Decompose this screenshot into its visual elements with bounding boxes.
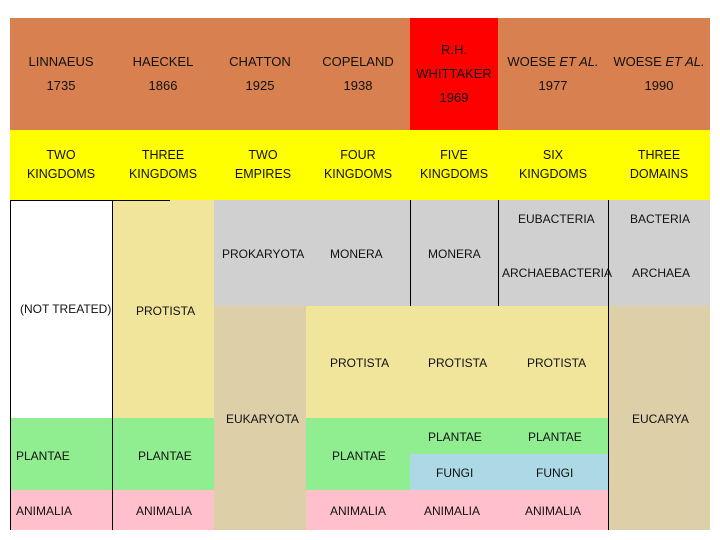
header-name: WOESE ET AL.	[613, 54, 705, 69]
header-year: 1925	[245, 78, 275, 93]
header-whittaker: R.H. WHITTAKER 1969	[410, 18, 498, 130]
kingdoms-whittaker: FIVE KINGDOMS	[419, 147, 489, 181]
label-woese77-protista: PROTISTA	[527, 356, 587, 370]
fungi-band	[410, 454, 608, 490]
whittaker-monera-region	[410, 200, 498, 306]
header-year: 1977	[538, 78, 568, 93]
label-whittaker-animalia: ANIMALIA	[424, 504, 481, 518]
label-linnaeus-plantae: PLANTAE	[16, 449, 70, 463]
label-copeland-animalia: ANIMALIA	[330, 504, 387, 518]
divider	[498, 200, 499, 306]
header-year: 1866	[148, 78, 178, 93]
haeckel-protista-band	[112, 200, 214, 418]
label-copeland-protista: PROTISTA	[330, 356, 390, 370]
label-haeckel-plantae: PLANTAE	[138, 449, 192, 463]
header-name: WOESE ET AL.	[507, 54, 599, 69]
header-name: HAECKEL	[132, 54, 194, 69]
divider	[410, 200, 411, 306]
label-whittaker-monera: MONERA	[428, 247, 481, 261]
kingdoms-linnaeus: TWO KINGDOMS	[26, 147, 96, 181]
animalia-band-right	[306, 490, 608, 530]
kingdoms-copeland: FOUR KINGDOMS	[323, 147, 393, 181]
kingdoms-chatton: TWO EMPIRES	[234, 147, 292, 181]
label-haeckel-protista: PROTISTA	[136, 304, 196, 318]
chatton-eukaryota-region	[214, 306, 306, 530]
label-copeland-plantae: PLANTAE	[332, 449, 386, 463]
plantae-band-right	[306, 418, 608, 454]
header-name: LINNAEUS	[28, 54, 94, 69]
label-haeckel-animalia: ANIMALIA	[136, 504, 193, 518]
label-eubacteria: EUBACTERIA	[518, 212, 595, 226]
label-prokaryota: PROKARYOTA	[222, 247, 305, 261]
header-name: COPELAND	[322, 54, 394, 69]
prokaryota-region	[214, 200, 410, 306]
woese90-bacteria-region	[608, 200, 710, 306]
header-year: 1938	[343, 78, 373, 93]
label-woese77-plantae: PLANTAE	[528, 430, 582, 444]
header-linnaeus: LINNAEUS 1735	[10, 18, 112, 130]
label-archaebacteria: ARCHAEBACTERIA	[502, 266, 613, 280]
divider	[10, 200, 11, 530]
header-year: 1735	[46, 78, 76, 93]
header-haeckel: HAECKEL 1866	[112, 18, 214, 130]
header-copeland: COPELAND 1938	[306, 18, 410, 130]
header-name: CHATTON	[229, 54, 291, 69]
woese90-eucarya-region	[608, 306, 710, 530]
header-chatton: CHATTON 1925	[214, 18, 306, 130]
header-name-line2: WHITTAKER	[416, 66, 492, 81]
copeland-plantae-extension	[306, 454, 410, 490]
woese77-bacteria-region	[498, 200, 608, 306]
label-linnaeus-animalia: ANIMALIA	[16, 504, 73, 518]
label-woese77-fungi: FUNGI	[536, 466, 574, 480]
label-eukaryota: EUKARYOTA	[226, 412, 299, 426]
divider	[112, 200, 113, 530]
label-woese77-animalia: ANIMALIA	[525, 504, 582, 518]
label-bacteria: BACTERIA	[630, 212, 691, 226]
header-woese-1990: WOESE ET AL. 1990	[608, 18, 710, 130]
protista-region	[306, 306, 608, 418]
kingdoms-row	[10, 130, 710, 200]
label-archaea: ARCHAEA	[632, 266, 691, 280]
label-whittaker-fungi: FUNGI	[436, 466, 474, 480]
divider	[10, 200, 170, 201]
label-eucarya: EUCARYA	[632, 412, 689, 426]
header-year: 1969	[439, 90, 469, 105]
header-year: 1990	[644, 78, 674, 93]
divider	[608, 200, 609, 530]
label-copeland-monera: MONERA	[330, 247, 383, 261]
label-whittaker-plantae: PLANTAE	[428, 430, 482, 444]
kingdoms-haeckel: THREE KINGDOMS	[128, 147, 198, 181]
header-name-line1: R.H.	[441, 42, 467, 57]
kingdoms-woese-1977: SIX KINGDOMS	[518, 147, 588, 181]
header-woese-1977: WOESE ET AL. 1977	[498, 18, 608, 130]
label-whittaker-protista: PROTISTA	[428, 356, 488, 370]
kingdoms-woese-1990: THREE DOMAINS	[629, 147, 689, 181]
label-not-treated: (NOT TREATED)	[20, 302, 112, 316]
